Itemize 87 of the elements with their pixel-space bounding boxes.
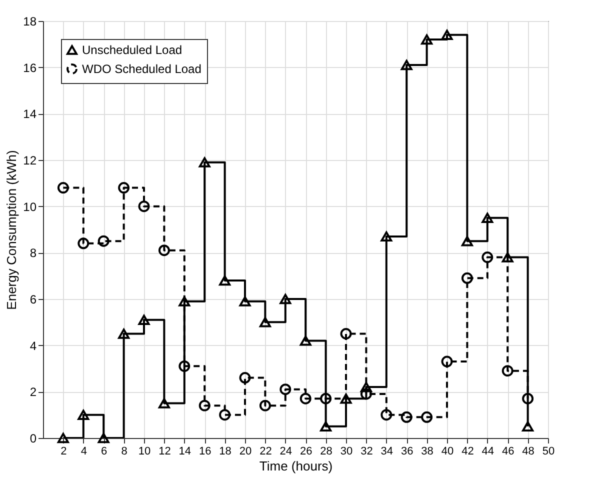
point bbox=[98, 432, 110, 444]
point bbox=[380, 409, 392, 421]
x-tick-label: 26 bbox=[300, 446, 312, 458]
point bbox=[522, 421, 534, 432]
point bbox=[219, 275, 231, 286]
y-tick-label: 8 bbox=[30, 246, 37, 260]
point bbox=[441, 356, 453, 368]
x-tick-label: 24 bbox=[280, 446, 292, 458]
x-tick-label: 46 bbox=[502, 446, 514, 458]
legend-label: Unscheduled Load bbox=[82, 43, 182, 57]
x-tick-label: 18 bbox=[219, 446, 232, 458]
point bbox=[280, 384, 292, 396]
point bbox=[502, 252, 514, 262]
point bbox=[259, 317, 271, 328]
legend-label: WDO Scheduled Load bbox=[82, 62, 202, 76]
point bbox=[360, 382, 372, 392]
point bbox=[78, 238, 90, 250]
point bbox=[482, 212, 494, 224]
x-tick-label: 50 bbox=[542, 446, 555, 458]
x-tick-label: 38 bbox=[421, 446, 434, 458]
point bbox=[400, 411, 412, 423]
x-tick-label: 20 bbox=[239, 446, 252, 458]
point bbox=[57, 432, 69, 444]
x-tick-label: 10 bbox=[138, 446, 151, 458]
x-tick-label: 36 bbox=[400, 446, 414, 458]
y-tick-label: 4 bbox=[30, 338, 37, 353]
x-tick-label: 32 bbox=[360, 446, 373, 458]
point bbox=[482, 252, 494, 264]
point bbox=[400, 60, 412, 70]
x-tick-label: 28 bbox=[320, 446, 332, 458]
y-tick-label: 0 bbox=[30, 432, 37, 446]
point bbox=[239, 372, 251, 384]
point bbox=[461, 272, 473, 284]
point bbox=[280, 294, 292, 304]
point bbox=[320, 392, 332, 404]
x-tick-label: 12 bbox=[158, 446, 171, 458]
x-tick-label: 22 bbox=[260, 446, 272, 458]
point bbox=[300, 336, 312, 346]
point bbox=[219, 409, 231, 421]
point bbox=[138, 314, 150, 325]
point bbox=[198, 157, 210, 168]
x-tick-label: 16 bbox=[198, 446, 212, 458]
point bbox=[239, 296, 251, 306]
point bbox=[320, 421, 332, 432]
point bbox=[98, 235, 110, 247]
x-tick-label: 40 bbox=[441, 446, 454, 458]
point bbox=[198, 400, 210, 412]
point bbox=[360, 388, 372, 400]
x-tick-label: 30 bbox=[340, 446, 353, 458]
point bbox=[158, 244, 170, 256]
point bbox=[57, 182, 69, 194]
x-tick-label: 14 bbox=[178, 446, 192, 458]
x-axis-title: Time (hours) bbox=[259, 458, 333, 474]
y-tick-label: 10 bbox=[23, 200, 37, 214]
x-tick-label: 48 bbox=[522, 446, 534, 458]
point bbox=[421, 34, 433, 45]
point bbox=[522, 392, 534, 404]
x-tick-label: 4 bbox=[80, 446, 87, 458]
y-tick-label: 16 bbox=[23, 60, 37, 75]
point bbox=[158, 398, 170, 408]
point bbox=[421, 411, 433, 423]
x-tick-label: 44 bbox=[482, 446, 494, 458]
point bbox=[340, 394, 352, 404]
y-tick-label: 14 bbox=[23, 107, 37, 122]
point bbox=[441, 30, 453, 40]
x-tick-label: 2 bbox=[60, 446, 67, 458]
y-axis-title: Energy Consumption (kWh) bbox=[4, 150, 20, 310]
x-tick-label: 6 bbox=[101, 446, 108, 458]
point bbox=[300, 392, 312, 404]
point bbox=[259, 400, 271, 412]
y-tick-label: 12 bbox=[23, 154, 37, 168]
point bbox=[461, 236, 473, 246]
x-tick-label: 8 bbox=[121, 446, 128, 458]
y-tick-label: 6 bbox=[30, 292, 37, 306]
point bbox=[78, 410, 90, 420]
y-tick-label: 18 bbox=[23, 14, 37, 28]
point bbox=[340, 328, 352, 340]
point bbox=[178, 296, 190, 306]
y-tick-label: 2 bbox=[30, 385, 37, 400]
point bbox=[178, 360, 190, 372]
point bbox=[138, 200, 150, 212]
point bbox=[380, 231, 392, 242]
point bbox=[118, 182, 130, 194]
x-tick-label: 34 bbox=[380, 446, 394, 458]
point bbox=[118, 328, 130, 339]
point bbox=[502, 365, 514, 377]
x-tick-label: 42 bbox=[462, 446, 474, 458]
